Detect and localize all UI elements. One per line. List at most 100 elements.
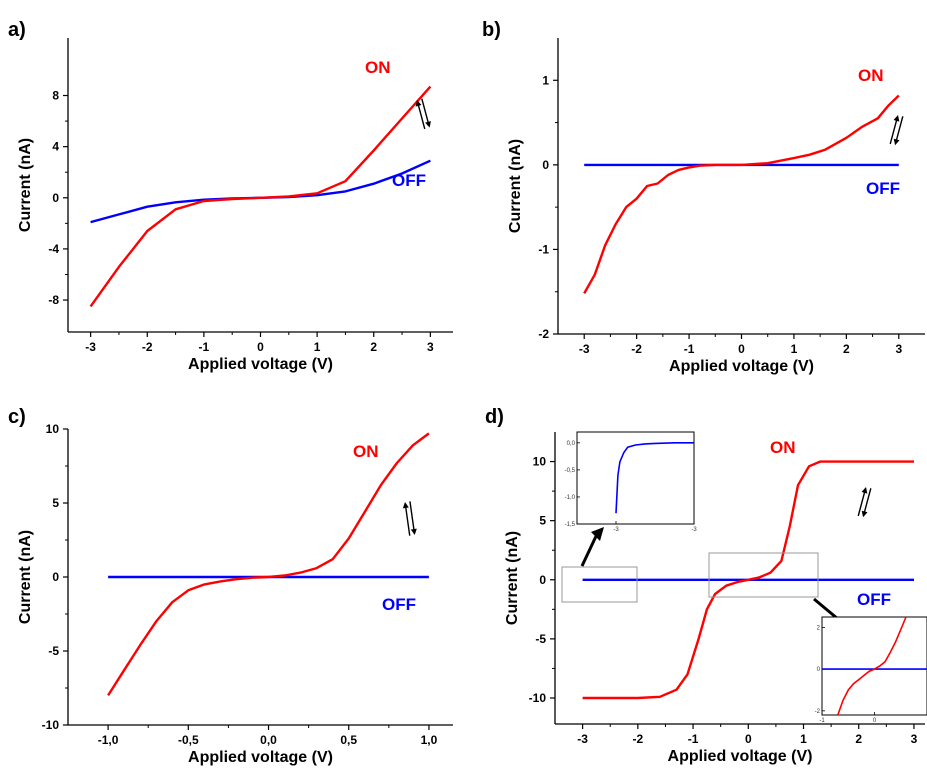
y-tick-label-b: 1 — [542, 73, 549, 87]
y-tick-label-d: 5 — [539, 514, 546, 528]
y-axis-label-a: Current (nA) — [17, 138, 34, 232]
inset-top-x-tick-label: -3 — [691, 527, 697, 533]
panel-b: b) -3 -2 -1 0 1 2 3 -2 -1 0 1 Applied voltage (V) Cu… — [482, 19, 925, 375]
x-tick-label-d: 1 — [800, 732, 807, 746]
x-tick-label-b: 1 — [791, 342, 798, 356]
y-tick-label-a: -8 — [48, 293, 59, 307]
inset-top-y-tick-label: 0,0 — [567, 441, 576, 447]
y-tick-label-c: 10 — [46, 422, 60, 436]
x-tick-label-c: -0,5 — [178, 733, 199, 747]
sweep-arrows-c — [402, 501, 417, 536]
x-tick-label-a: 3 — [427, 340, 434, 354]
y-tick-label-b: 0 — [542, 158, 549, 172]
inset-top-y-tick-label: -0,5 — [565, 468, 576, 474]
series-on-line-d — [582, 460, 914, 700]
x-tick-label-a: 1 — [314, 340, 321, 354]
inset-top-frame — [576, 431, 695, 525]
x-tick-label-a: -3 — [85, 340, 96, 354]
x-tick-label-b: 2 — [843, 342, 850, 356]
y-tick-label-d: 10 — [533, 455, 547, 469]
inset-top-y-tick-label: -1,5 — [565, 522, 576, 528]
y-tick-label-c: 5 — [52, 496, 59, 510]
x-tick-label-b: 3 — [895, 342, 902, 356]
panel-label-a: a) — [8, 19, 26, 41]
panel-label-b: b) — [482, 19, 501, 41]
sweep-arrows-a — [415, 98, 431, 130]
series-on-line-a — [89, 85, 432, 308]
callout-arrow-top — [580, 527, 604, 567]
on-label-b: ON — [858, 66, 884, 85]
series-on-line-c — [107, 432, 430, 697]
series-off-line-a — [90, 159, 431, 224]
inset-bottom-y-tick-label: 0 — [817, 667, 821, 673]
off-label-d: OFF — [857, 590, 891, 609]
inset-bottom-frame — [821, 616, 927, 716]
x-tick-label-d: -1 — [688, 732, 699, 746]
y-tick-label-d: -5 — [535, 632, 546, 646]
series-on-line-b — [583, 94, 900, 294]
panel-a: a) -3 -2 -1 0 1 2 3 -8 -4 0 4 8 Applied voltage (V) C… — [8, 19, 453, 373]
off-label-c: OFF — [382, 595, 416, 614]
y-tick-label-a: 8 — [52, 89, 59, 103]
inset-bottom-y-tick-label: -2 — [815, 709, 821, 715]
inset-top-series-line — [615, 441, 694, 514]
inset-top: 0,0 -0,5 -1,0 -1,5 -3 -3 — [565, 431, 697, 533]
panel-c: c) -1,0 -0,5 0,0 0,5 1,0 -10 -5 0 5 10 Applied vol… — [8, 406, 453, 766]
x-axis-label-c: Applied voltage (V) — [188, 749, 333, 766]
x-tick-label-d: 0 — [745, 732, 752, 746]
y-tick-label-b: -2 — [538, 327, 549, 341]
on-label-a: ON — [365, 58, 391, 77]
x-tick-label-c: 1,0 — [421, 733, 438, 747]
inset-top-y-tick-label: -1,0 — [565, 495, 576, 501]
y-axis-label-d: Current (nA) — [504, 531, 521, 625]
y-tick-label-a: 0 — [52, 191, 59, 205]
x-tick-label-d: -2 — [632, 732, 643, 746]
x-axis-label-b: Applied voltage (V) — [669, 358, 814, 375]
x-tick-label-c: 0,5 — [340, 733, 357, 747]
y-tick-label-d: 0 — [539, 573, 546, 587]
x-tick-label-a: -2 — [142, 340, 153, 354]
x-tick-label-b: -2 — [631, 342, 642, 356]
inset-bottom-x-tick-label: -1 — [819, 718, 825, 724]
sweep-arrows-b — [889, 115, 904, 146]
y-tick-label-a: 4 — [52, 140, 59, 154]
on-label-d: ON — [770, 438, 796, 457]
panel-label-c: c) — [8, 406, 26, 428]
y-axis-label-b: Current (nA) — [507, 139, 524, 233]
inset-bottom-y-tick-label: 2 — [817, 625, 821, 631]
off-label-b: OFF — [866, 179, 900, 198]
x-tick-label-d: -3 — [577, 732, 588, 746]
zoom-box-left — [561, 566, 638, 603]
axes-b: -3 -2 -1 0 1 2 3 -2 -1 0 1 Applied voltage (V) Curre… — [507, 38, 925, 375]
inset-bottom: 2 0 -2 -1 0 — [815, 616, 927, 724]
x-tick-label-d: 3 — [911, 732, 918, 746]
y-tick-label-c: -10 — [42, 718, 60, 732]
axes-c: -1,0 -0,5 0,0 0,5 1,0 -10 -5 0 5 10 Applied voltag… — [17, 422, 453, 766]
axes-a: -3 -2 -1 0 1 2 3 -8 -4 0 4 8 Applied voltage (V) Curr… — [17, 38, 453, 373]
y-axis-label-c: Current (nA) — [17, 530, 34, 624]
x-tick-label-c: -1,0 — [98, 733, 119, 747]
y-tick-label-c: 0 — [52, 570, 59, 584]
x-tick-label-b: -1 — [684, 342, 695, 356]
x-axis-label-d: Applied voltage (V) — [668, 748, 813, 765]
y-tick-label-c: -5 — [48, 644, 59, 658]
inset-bottom-x-tick-label: 0 — [873, 718, 877, 724]
x-tick-label-d: 2 — [855, 732, 862, 746]
inset-top-x-tick-label: -3 — [613, 527, 619, 533]
x-tick-label-c: 0,0 — [260, 733, 277, 747]
x-tick-label-b: 0 — [738, 342, 745, 356]
y-tick-label-b: -1 — [538, 242, 549, 256]
y-tick-label-a: -4 — [48, 242, 59, 256]
off-label-a: OFF — [392, 171, 426, 190]
x-tick-label-a: 2 — [370, 340, 377, 354]
y-tick-label-d: -10 — [529, 691, 547, 705]
zoom-box-center — [708, 552, 819, 598]
on-label-c: ON — [353, 442, 379, 461]
x-tick-label-a: -1 — [199, 340, 210, 354]
panel-label-d: d) — [485, 406, 504, 428]
sweep-arrows-d — [857, 487, 872, 518]
inset-bottom-series-line — [837, 616, 907, 716]
